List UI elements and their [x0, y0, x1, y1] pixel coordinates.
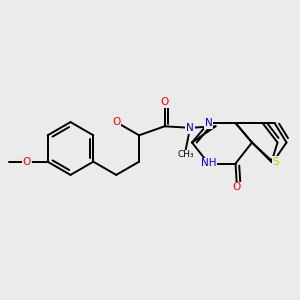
Text: S: S — [273, 157, 279, 167]
Text: N: N — [205, 118, 212, 128]
Text: CH₃: CH₃ — [177, 150, 194, 159]
Text: NH: NH — [201, 158, 216, 169]
Text: O: O — [112, 117, 120, 127]
Text: O: O — [233, 182, 241, 193]
Text: N: N — [186, 123, 194, 133]
Text: O: O — [22, 157, 31, 167]
Text: O: O — [160, 97, 169, 107]
